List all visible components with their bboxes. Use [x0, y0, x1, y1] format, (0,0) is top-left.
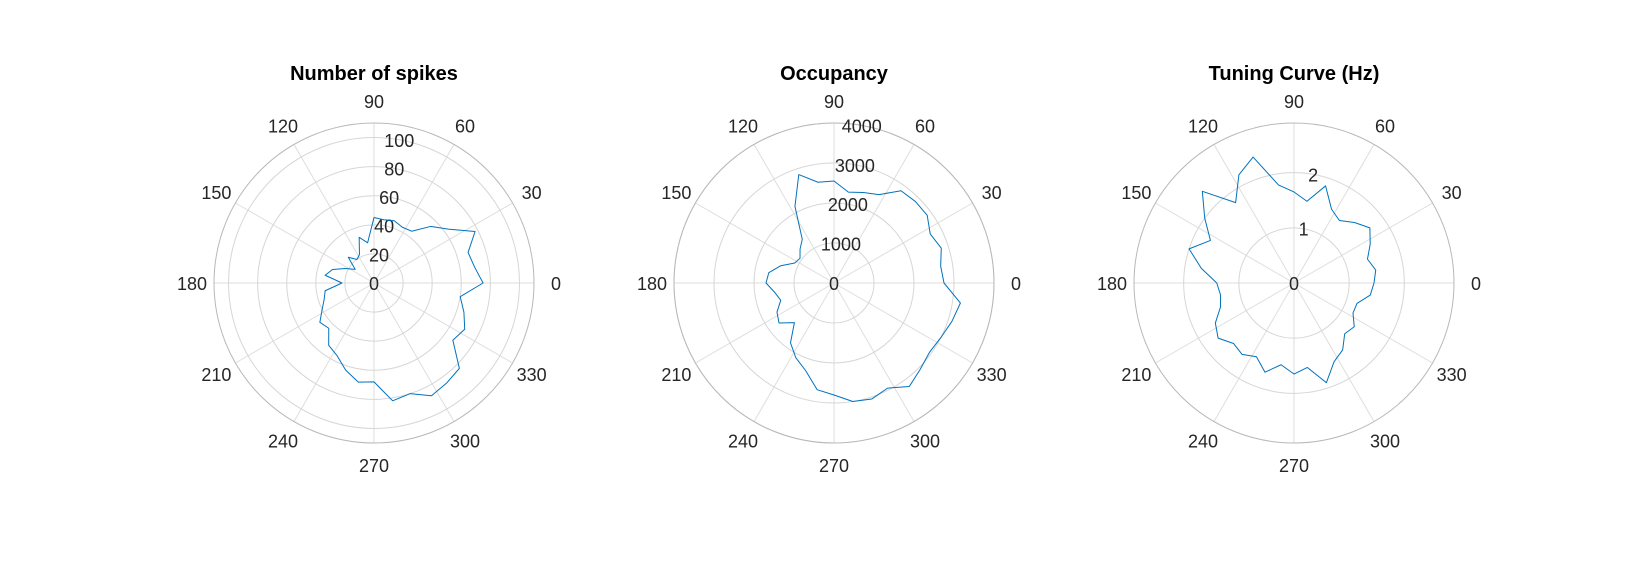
spoke-60	[373, 144, 455, 284]
angle-label-30: 30	[522, 183, 542, 203]
spoke-210	[235, 282, 375, 364]
angle-label-240: 240	[1188, 432, 1218, 452]
angle-label-150: 150	[661, 183, 691, 203]
angle-label-300: 300	[910, 432, 940, 452]
r-tick-label: 0	[829, 274, 839, 294]
angle-label-90: 90	[364, 92, 384, 112]
r-tick-label: 2000	[828, 195, 868, 215]
grid-circle	[344, 253, 404, 313]
polar-grid	[673, 122, 995, 444]
grid-circle	[286, 195, 462, 371]
series-line	[765, 174, 961, 403]
r-tick-label: 1	[1299, 220, 1309, 240]
spoke-150	[235, 202, 375, 284]
grid-circle	[1183, 172, 1405, 394]
polar-grid	[213, 122, 535, 444]
angle-label-0: 0	[551, 274, 561, 294]
spoke-150	[1155, 202, 1295, 284]
outer-circle	[1133, 122, 1455, 444]
radial-tick-labels: 0 20 40 60 80 100	[369, 131, 414, 294]
angle-label-120: 120	[728, 116, 758, 136]
grid-circle	[793, 242, 875, 324]
spoke-300	[373, 282, 455, 422]
angle-label-270: 270	[819, 456, 849, 476]
angle-label-30: 30	[982, 183, 1002, 203]
angle-label-60: 60	[915, 116, 935, 136]
r-tick-label: 0	[369, 274, 379, 294]
polar-plot-tuning-curve: Tuning Curve (Hz) 0306090120150180210240…	[1097, 63, 1481, 476]
angle-label-330: 330	[977, 365, 1007, 385]
radial-tick-labels: 0 1 2	[1289, 165, 1318, 294]
angle-label-60: 60	[455, 116, 475, 136]
angle-label-60: 60	[1375, 116, 1395, 136]
grid-circle	[315, 224, 433, 342]
r-tick-label: 80	[384, 159, 404, 179]
r-tick-label: 20	[369, 245, 389, 265]
angle-label-150: 150	[201, 183, 231, 203]
spoke-120	[293, 144, 375, 284]
r-tick-label: 1000	[821, 235, 861, 255]
angle-label-270: 270	[1279, 456, 1309, 476]
angle-label-180: 180	[177, 274, 207, 294]
spoke-330	[1293, 282, 1433, 364]
angle-label-210: 210	[201, 365, 231, 385]
plot-title: Number of spikes	[290, 63, 458, 85]
angle-label-90: 90	[1284, 92, 1304, 112]
spoke-120	[1213, 144, 1295, 284]
angle-label-0: 0	[1471, 274, 1481, 294]
radial-tick-labels: 0 1000 2000 3000 4000	[821, 116, 882, 294]
angle-label-0: 0	[1011, 274, 1021, 294]
spoke-330	[373, 282, 513, 364]
spoke-30	[1293, 202, 1433, 284]
spoke-240	[1213, 282, 1295, 422]
angle-label-300: 300	[450, 432, 480, 452]
angle-label-240: 240	[268, 432, 298, 452]
angle-label-210: 210	[1121, 365, 1151, 385]
outer-circle	[213, 122, 535, 444]
r-tick-label: 0	[1289, 274, 1299, 294]
angle-label-180: 180	[637, 274, 667, 294]
spoke-300	[1293, 282, 1375, 422]
r-tick-label: 2	[1308, 165, 1318, 185]
angle-label-240: 240	[728, 432, 758, 452]
angle-label-120: 120	[268, 116, 298, 136]
angle-label-270: 270	[359, 456, 389, 476]
series-line	[1188, 156, 1377, 384]
spoke-60	[1293, 144, 1375, 284]
angle-label-90: 90	[824, 92, 844, 112]
plot-title: Occupancy	[780, 63, 889, 85]
grid-circle	[257, 166, 491, 400]
grid-circle	[713, 162, 955, 404]
grid-circle	[753, 202, 915, 364]
angle-label-210: 210	[661, 365, 691, 385]
spoke-30	[373, 202, 513, 284]
r-tick-label: 100	[384, 131, 414, 151]
angle-label-30: 30	[1442, 183, 1462, 203]
angle-label-120: 120	[1188, 116, 1218, 136]
r-tick-label: 40	[374, 217, 394, 237]
angle-label-330: 330	[1437, 365, 1467, 385]
angle-label-180: 180	[1097, 274, 1127, 294]
polar-plot-number-of-spikes: Number of spikes 0 30 60 90 120 150 180 210 240 2…	[177, 63, 561, 476]
r-tick-label: 3000	[835, 156, 875, 176]
grid-circle	[1238, 227, 1350, 339]
r-tick-label: 60	[379, 188, 399, 208]
polar-grid	[1133, 122, 1455, 444]
angle-label-150: 150	[1121, 183, 1151, 203]
r-tick-label: 4000	[842, 116, 882, 136]
angle-tick-labels: 0 30 60 90 120 150 180 210 240 270 300 330	[637, 92, 1021, 476]
series-line	[319, 217, 484, 402]
plot-title: Tuning Curve (Hz)	[1209, 63, 1380, 85]
grid-circle	[228, 137, 520, 429]
outer-circle	[673, 122, 995, 444]
polar-plot-occupancy: Occupancy 0 30 60 90 120 150 180 210 240 270 300 33…	[637, 63, 1021, 476]
spoke-210	[1155, 282, 1295, 364]
angle-tick-labels: 0 30 60 90 120 150 180 210 240 270 300 330	[177, 92, 561, 476]
angle-label-300: 300	[1370, 432, 1400, 452]
angle-label-330: 330	[517, 365, 547, 385]
